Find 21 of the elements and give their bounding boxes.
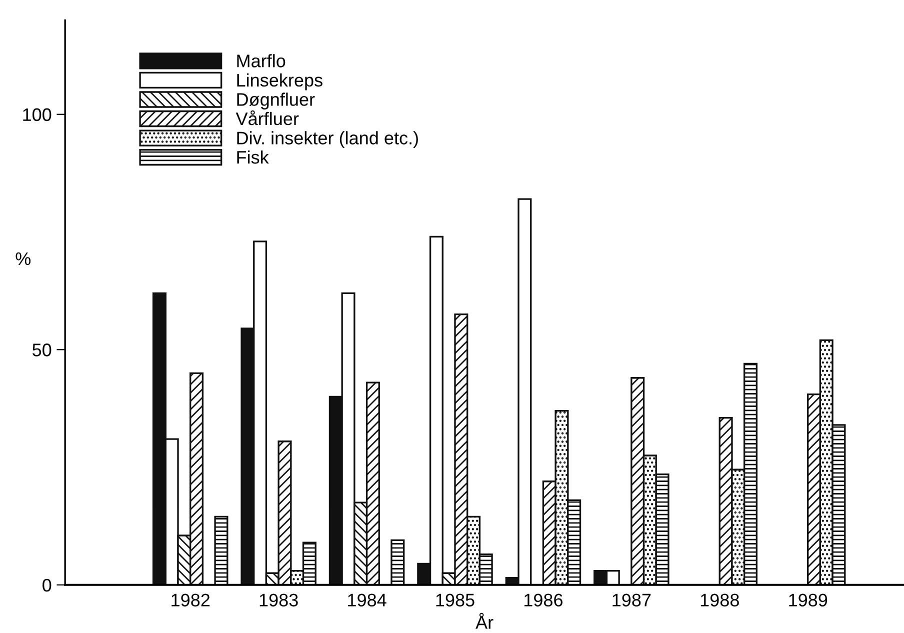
x-tick-label: 1983: [260, 594, 298, 606]
y-tick-label: 100: [23, 108, 52, 122]
legend-label: Vårfluer: [236, 110, 299, 126]
x-tick-label: 1984: [348, 594, 386, 606]
x-tick-label: 1989: [789, 594, 828, 606]
y-axis-title: %: [16, 252, 31, 266]
x-tick-label: 1988: [700, 594, 739, 606]
x-axis-title: År: [476, 612, 494, 629]
legend-label: Div. insekter (land etc.): [237, 131, 418, 148]
bar: [390, 539, 405, 585]
legend-label: Linsekreps: [237, 73, 322, 90]
legend-label: Døgnfluer: [237, 92, 315, 110]
legend-label: Marflo: [237, 54, 286, 68]
x-tick-label: 1982: [172, 594, 210, 606]
y-tick-label: 50: [32, 344, 52, 356]
bar: [214, 516, 228, 585]
legend-label: Fisk: [237, 150, 269, 164]
x-tick-label: 1985: [436, 594, 474, 606]
x-tick-label: 1987: [612, 594, 651, 606]
y-tick-label: 0: [42, 578, 52, 592]
x-tick-label: 1986: [524, 594, 562, 606]
